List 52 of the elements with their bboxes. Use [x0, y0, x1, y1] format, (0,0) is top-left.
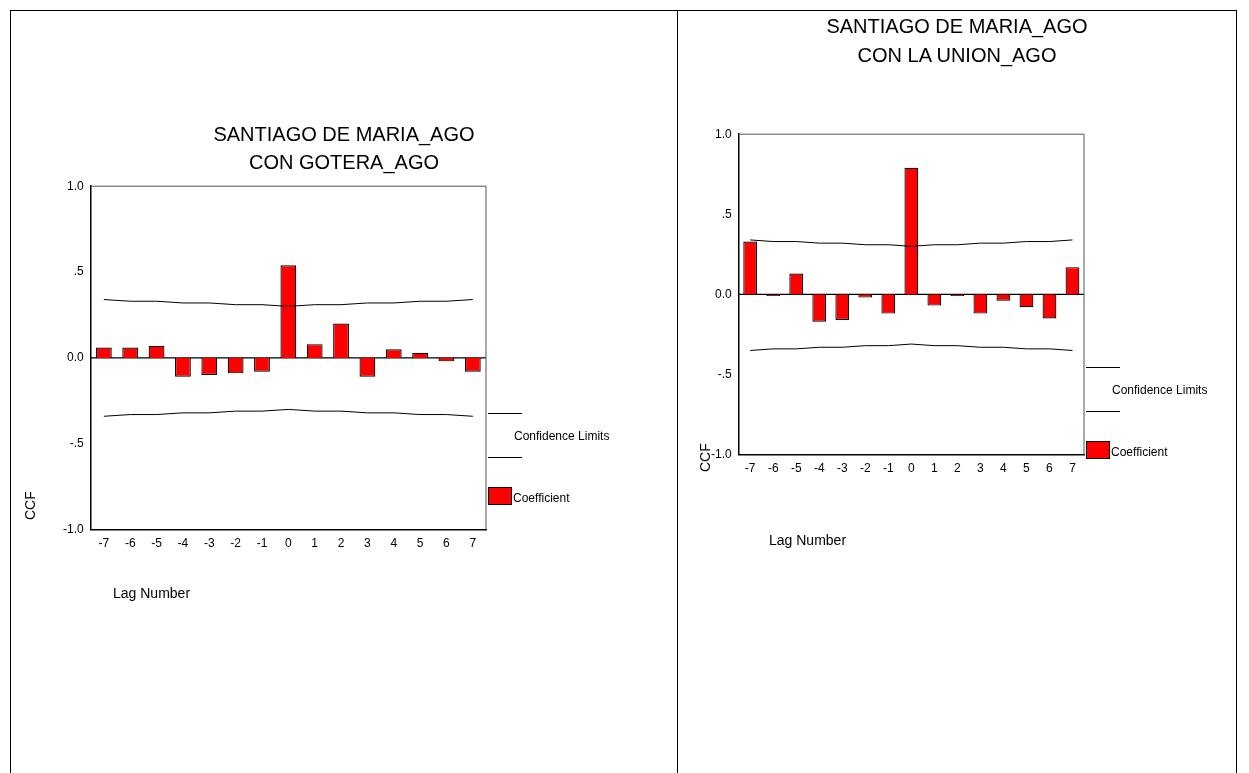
text: Confidence Limits — [1112, 383, 1208, 397]
y-tick-label: 0.0 — [66, 350, 84, 365]
x-tick-label: 1 — [311, 536, 319, 551]
x-tick-label: 0 — [285, 536, 292, 551]
x-tick-label: -6 — [767, 461, 779, 476]
x-tick-label: -4 — [177, 536, 189, 551]
x-tick-label: 4 — [1000, 461, 1008, 476]
x-tick-label: -2 — [230, 536, 242, 551]
x-tick-label: 3 — [977, 461, 985, 476]
x-axis-title: Lag Number — [769, 532, 847, 548]
chart-title: SANTIAGO DE MARIA_AGO — [825, 15, 1089, 38]
text: Confidence Limits — [514, 429, 610, 443]
y-axis-title: CCF — [697, 443, 713, 472]
y-tick-label: 1.0 — [66, 178, 84, 193]
y-tick-label: -.5 — [717, 366, 732, 381]
x-tick-label: 1 — [931, 461, 939, 476]
x-tick-label: -3 — [836, 461, 848, 476]
y-tick-label: 0.0 — [714, 286, 732, 301]
legend-label: Coefficient — [513, 491, 570, 505]
x-tick-label: 7 — [1069, 461, 1077, 476]
x-tick-label: -6 — [124, 536, 136, 551]
chart-title: SANTIAGO DE MARIA_AGO — [212, 123, 476, 146]
x-tick-label: -7 — [98, 536, 110, 551]
x-tick-label: 2 — [337, 536, 345, 551]
chart-subtitle: CON GOTERA_AGO — [248, 151, 440, 174]
x-tick-label: -3 — [203, 536, 215, 551]
x-tick-label: -7 — [744, 461, 756, 476]
y-axis-title: CCF — [22, 491, 38, 520]
x-tick-label: 5 — [416, 536, 424, 551]
x-tick-label: -5 — [790, 461, 802, 476]
x-tick-label: 6 — [443, 536, 451, 551]
x-axis-title: Lag Number — [113, 585, 191, 601]
y-tick-label: .5 — [721, 206, 732, 221]
x-tick-label: -1 — [256, 536, 268, 551]
y-tick-label: -.5 — [69, 436, 84, 451]
x-tick-label: 4 — [390, 536, 398, 551]
x-tick-label: -2 — [859, 461, 871, 476]
y-tick-label: -1.0 — [710, 446, 732, 461]
chart-subtitle: CON LA UNION_AGO — [856, 44, 1058, 67]
x-tick-label: 2 — [954, 461, 962, 476]
x-tick-label: 6 — [1046, 461, 1054, 476]
x-tick-label: 0 — [908, 461, 915, 476]
x-tick-label: -1 — [882, 461, 894, 476]
x-tick-label: -4 — [813, 461, 825, 476]
y-tick-label: .5 — [73, 264, 84, 279]
x-tick-label: 5 — [1023, 461, 1031, 476]
x-tick-label: -5 — [151, 536, 163, 551]
y-tick-label: -1.0 — [62, 521, 84, 536]
x-tick-label: 3 — [364, 536, 372, 551]
y-tick-label: 1.0 — [714, 126, 732, 141]
legend-label: Coefficient — [1111, 445, 1168, 459]
x-tick-label: 7 — [469, 536, 477, 551]
